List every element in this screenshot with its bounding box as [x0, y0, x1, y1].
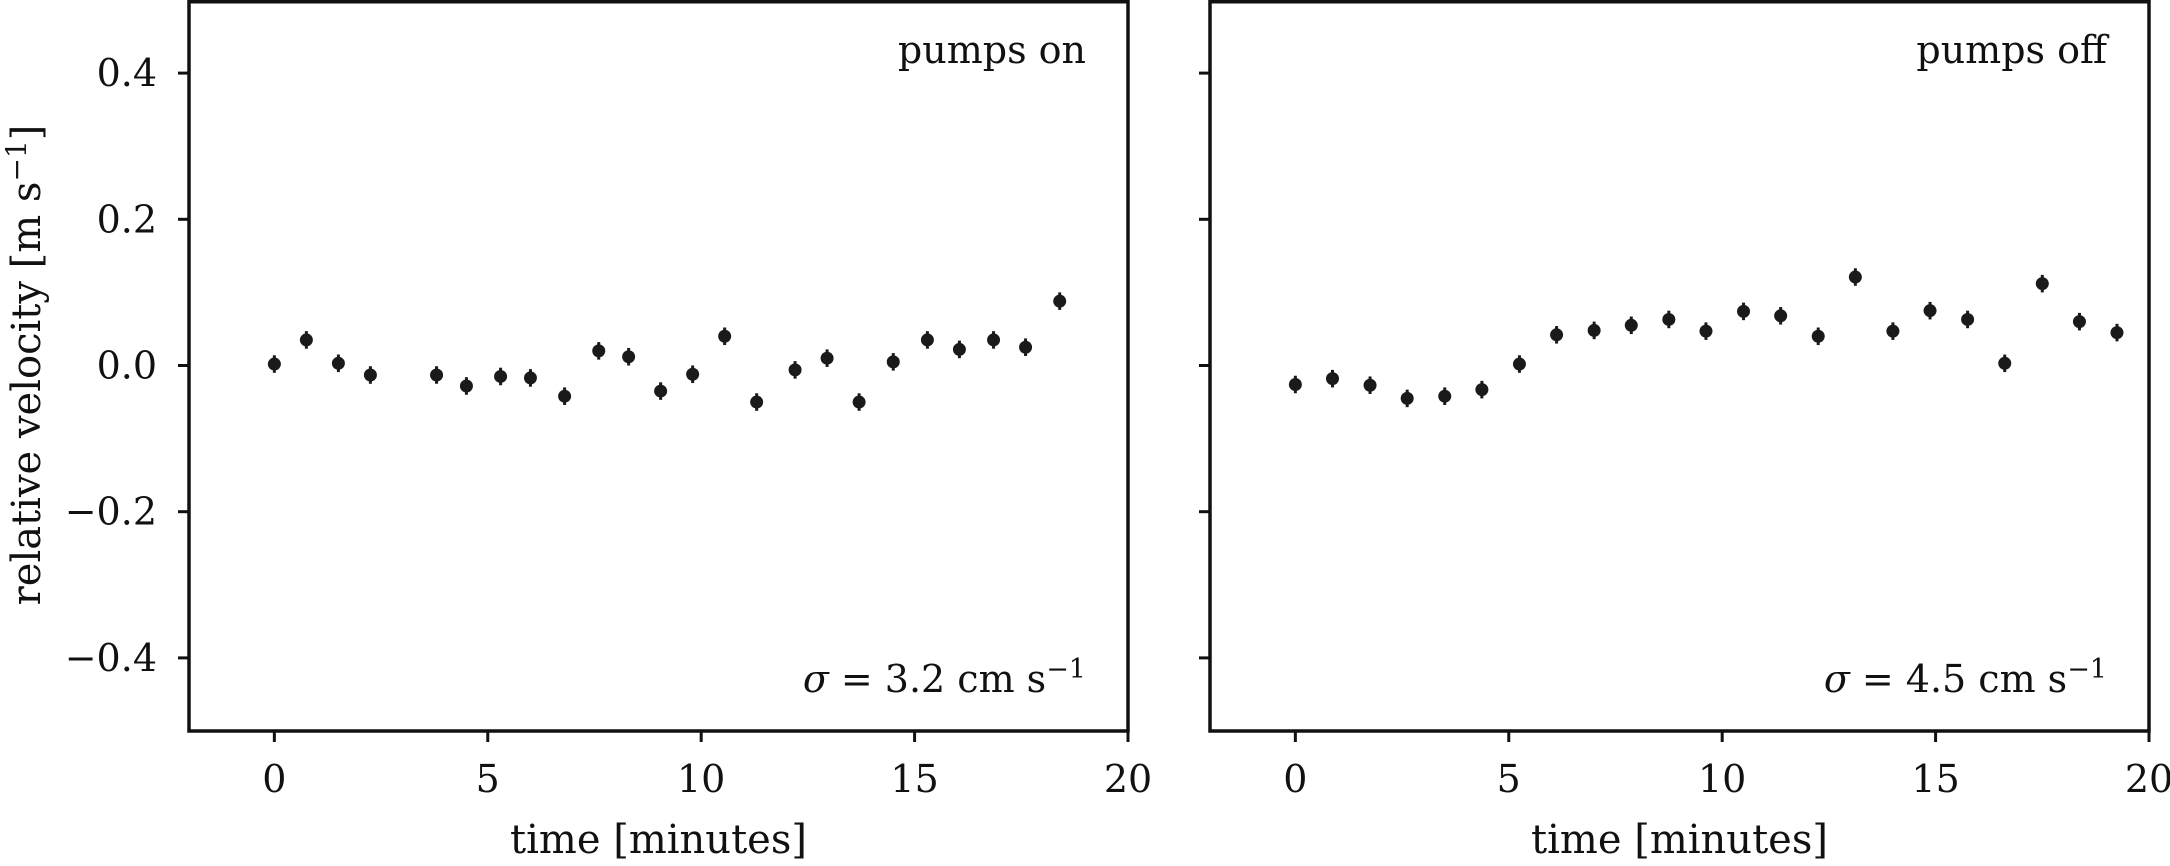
data-point [494, 369, 508, 383]
sigma-annotation-pumps-on: σ = 3.2 cm s−1 [803, 654, 1086, 701]
data-point [523, 371, 537, 385]
data-point [1923, 304, 1937, 318]
ticks-pumps-off: 0 5 10 15 20 [1199, 71, 2170, 801]
data-point [1438, 389, 1452, 403]
data-point [2072, 315, 2086, 329]
x-tick-label: 20 [2125, 757, 2170, 801]
data-point [952, 342, 966, 356]
data-point [592, 344, 606, 358]
x-tick-label: 5 [1497, 757, 1521, 801]
x-axis-label-pumps-on: time [minutes] [510, 817, 807, 863]
data-points-pumps-on [267, 292, 1067, 411]
y-tick-label: −0.4 [65, 636, 157, 680]
sigma-exponent: −1 [1046, 654, 1086, 685]
panel-pumps-on: 0 5 10 15 20 0.4 0.2 0.0 −0.2 −0.4 pumps on σ = 3… [65, 0, 1152, 863]
y-tick-label: 0.4 [97, 51, 157, 95]
sigma-prefix: σ = [803, 657, 885, 701]
data-point [886, 355, 900, 369]
y-tick-label: 0.2 [97, 197, 157, 241]
y-axis-label: relative velocity [m s−1] [0, 125, 50, 606]
x-tick-label: 15 [890, 757, 938, 801]
plot-frame-pumps-off [1208, 0, 2151, 733]
data-point [1774, 309, 1788, 323]
data-point [1325, 372, 1339, 386]
sigma-prefix: σ = [1824, 657, 1906, 701]
x-tick-label: 0 [262, 757, 286, 801]
panel-label-pumps-off: pumps off [1916, 28, 2110, 72]
plot-frame-pumps-on [187, 0, 1130, 733]
x-tick-label: 10 [677, 757, 725, 801]
data-point [459, 379, 473, 393]
data-point [622, 350, 636, 364]
data-point [267, 357, 281, 371]
panel-label-pumps-on: pumps on [898, 28, 1086, 72]
data-point [1662, 312, 1676, 326]
data-point [1019, 340, 1033, 354]
x-tick-label: 5 [476, 757, 500, 801]
sigma-unit: cm s [945, 657, 1046, 701]
data-point [1550, 328, 1564, 342]
data-point [558, 389, 572, 403]
data-point [1053, 294, 1067, 308]
sigma-value: 4.5 [1906, 657, 1966, 701]
y-tick-label: 0.0 [97, 344, 157, 388]
data-point [1512, 357, 1526, 371]
y-axis-label-main: relative velocity [m s [4, 182, 50, 606]
data-point [750, 395, 764, 409]
data-point [1886, 324, 1900, 338]
x-tick-label: 20 [1104, 757, 1152, 801]
data-point [430, 368, 444, 382]
sigma-unit: cm s [1966, 657, 2067, 701]
sigma-exponent: −1 [2067, 654, 2107, 685]
data-point [1961, 312, 1975, 326]
data-point [2110, 326, 2124, 340]
data-point [686, 367, 700, 381]
data-points-pumps-off [1288, 268, 2124, 408]
data-point [1288, 378, 1302, 392]
data-point [1400, 391, 1414, 405]
x-tick-label: 10 [1698, 757, 1746, 801]
data-point [788, 363, 802, 377]
data-point [1699, 324, 1713, 338]
data-point [1811, 329, 1825, 343]
data-point [1624, 318, 1638, 332]
ticks-pumps-on: 0 5 10 15 20 0.4 0.2 0.0 −0.2 −0.4 [65, 51, 1152, 801]
sigma-value: 3.2 [885, 657, 945, 701]
data-point [299, 333, 313, 347]
data-point [1587, 323, 1601, 337]
data-point [852, 395, 866, 409]
data-point [718, 329, 732, 343]
data-point [363, 368, 377, 382]
panel-pumps-off: 0 5 10 15 20 pumps off σ = 4.5 cm s−1 time [… [1199, 0, 2170, 863]
data-point [2035, 277, 2049, 291]
data-point [1475, 383, 1489, 397]
y-axis-label-end: ] [4, 125, 50, 141]
x-tick-label: 15 [1911, 757, 1959, 801]
data-point [1363, 378, 1377, 392]
x-tick-label: 0 [1283, 757, 1307, 801]
y-tick-label: −0.2 [65, 490, 157, 534]
x-axis-label-pumps-off: time [minutes] [1531, 817, 1828, 863]
data-point [1998, 356, 2012, 370]
data-point [654, 384, 668, 398]
data-point [1848, 270, 1862, 284]
data-point [1737, 304, 1751, 318]
data-point [331, 356, 345, 370]
data-point [987, 333, 1001, 347]
sigma-annotation-pumps-off: σ = 4.5 cm s−1 [1824, 654, 2107, 701]
data-point [820, 351, 834, 365]
data-point [920, 333, 934, 347]
y-axis-label-exponent: −1 [0, 140, 33, 181]
